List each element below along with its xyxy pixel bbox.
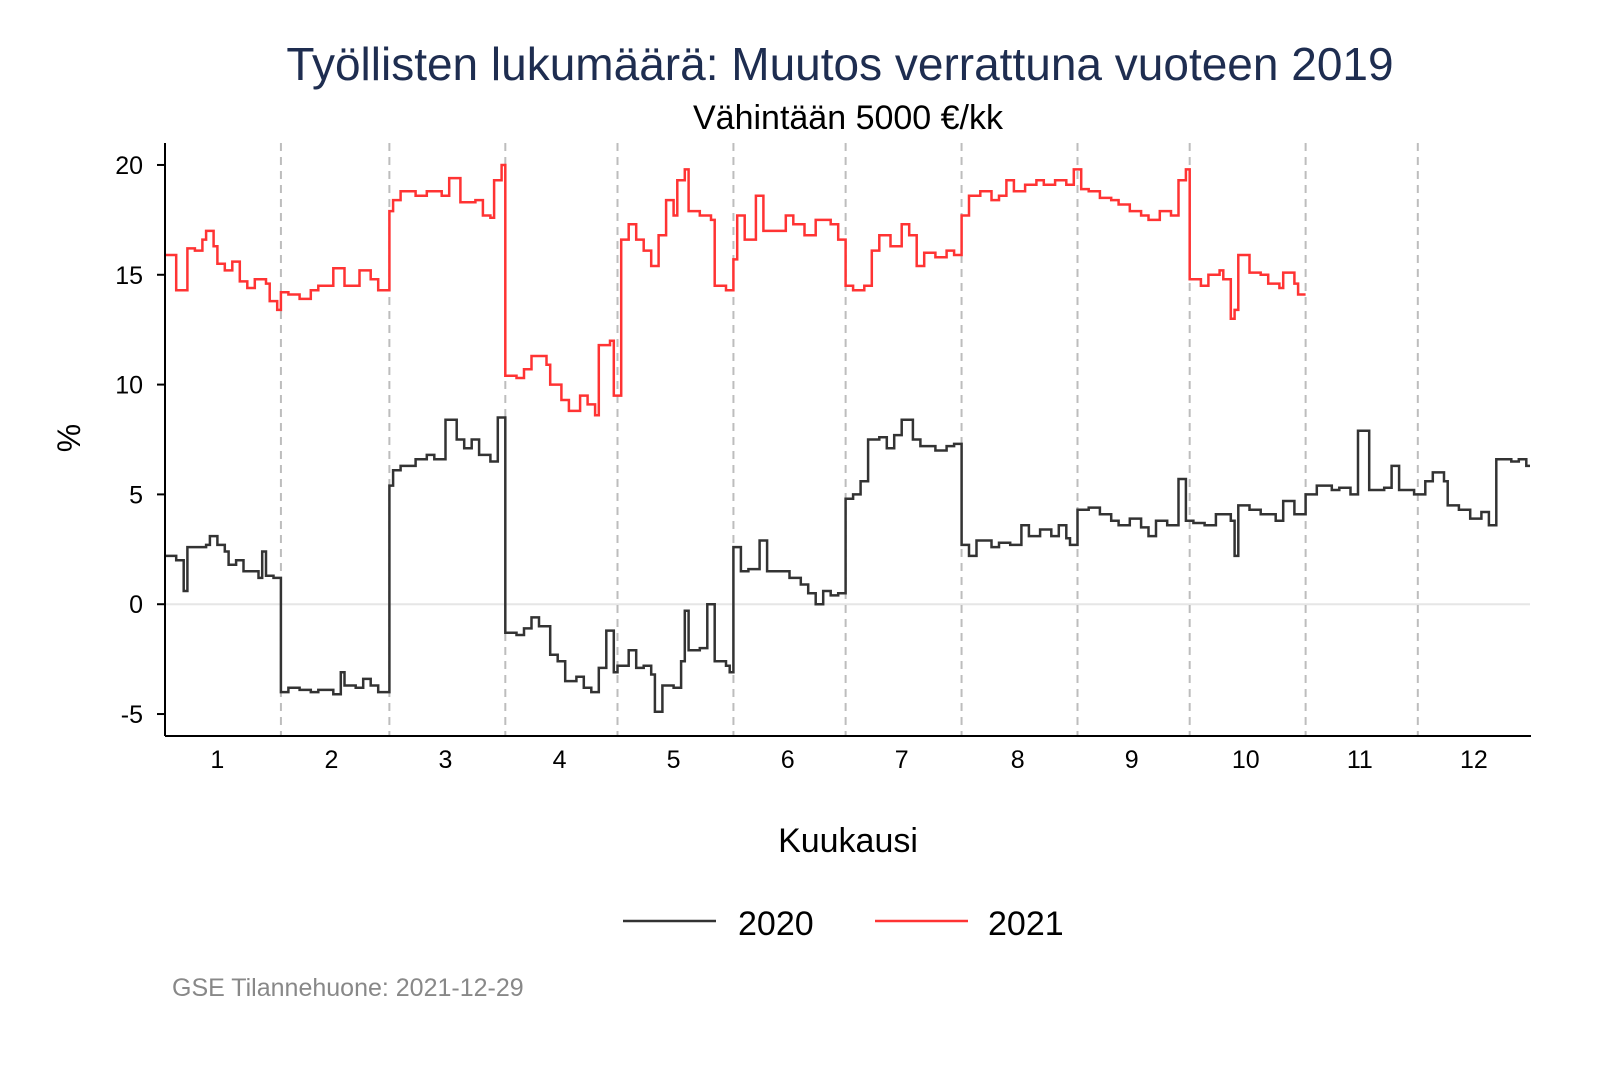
x-tick-label: 6 bbox=[781, 746, 795, 774]
x-tick-label: 10 bbox=[1232, 746, 1260, 774]
y-ticks: -5 0 5 10 15 20 bbox=[115, 152, 165, 729]
y-tick-label: 0 bbox=[129, 591, 143, 619]
x-ticks: 1 2 3 4 5 6 7 8 9 10 11 12 bbox=[210, 746, 1487, 774]
x-tick-label: 4 bbox=[553, 746, 567, 774]
y-tick-label: -5 bbox=[121, 701, 143, 729]
y-tick-label: 15 bbox=[115, 262, 143, 290]
x-tick-label: 7 bbox=[895, 746, 909, 774]
x-tick-label: 9 bbox=[1125, 746, 1139, 774]
chart-subtitle: Vähintään 5000 €/kk bbox=[693, 99, 1004, 137]
series-line-2021 bbox=[165, 163, 1306, 417]
legend: 2020 2021 bbox=[623, 905, 1064, 943]
chart-title: Työllisten lukumäärä: Muutos verrattuna … bbox=[286, 38, 1393, 90]
series-line-2020 bbox=[165, 416, 1530, 714]
x-tick-label: 5 bbox=[667, 746, 681, 774]
x-tick-label: 2 bbox=[324, 746, 338, 774]
legend-label-2020: 2020 bbox=[738, 905, 814, 943]
x-tick-label: 8 bbox=[1011, 746, 1025, 774]
x-tick-label: 1 bbox=[210, 746, 224, 774]
x-tick-label: 12 bbox=[1460, 746, 1488, 774]
series-group bbox=[165, 163, 1530, 714]
footer-source: GSE Tilannehuone: 2021-12-29 bbox=[172, 974, 524, 1002]
y-tick-label: 5 bbox=[129, 481, 143, 509]
y-axis-label: % bbox=[51, 424, 87, 452]
legend-label-2021: 2021 bbox=[988, 905, 1064, 943]
y-tick-label: 20 bbox=[115, 152, 143, 180]
x-axis-label: Kuukausi bbox=[778, 822, 918, 860]
grid-lines bbox=[165, 143, 1530, 736]
x-tick-label: 3 bbox=[439, 746, 453, 774]
x-tick-label: 11 bbox=[1347, 746, 1373, 774]
y-tick-label: 10 bbox=[115, 372, 143, 400]
